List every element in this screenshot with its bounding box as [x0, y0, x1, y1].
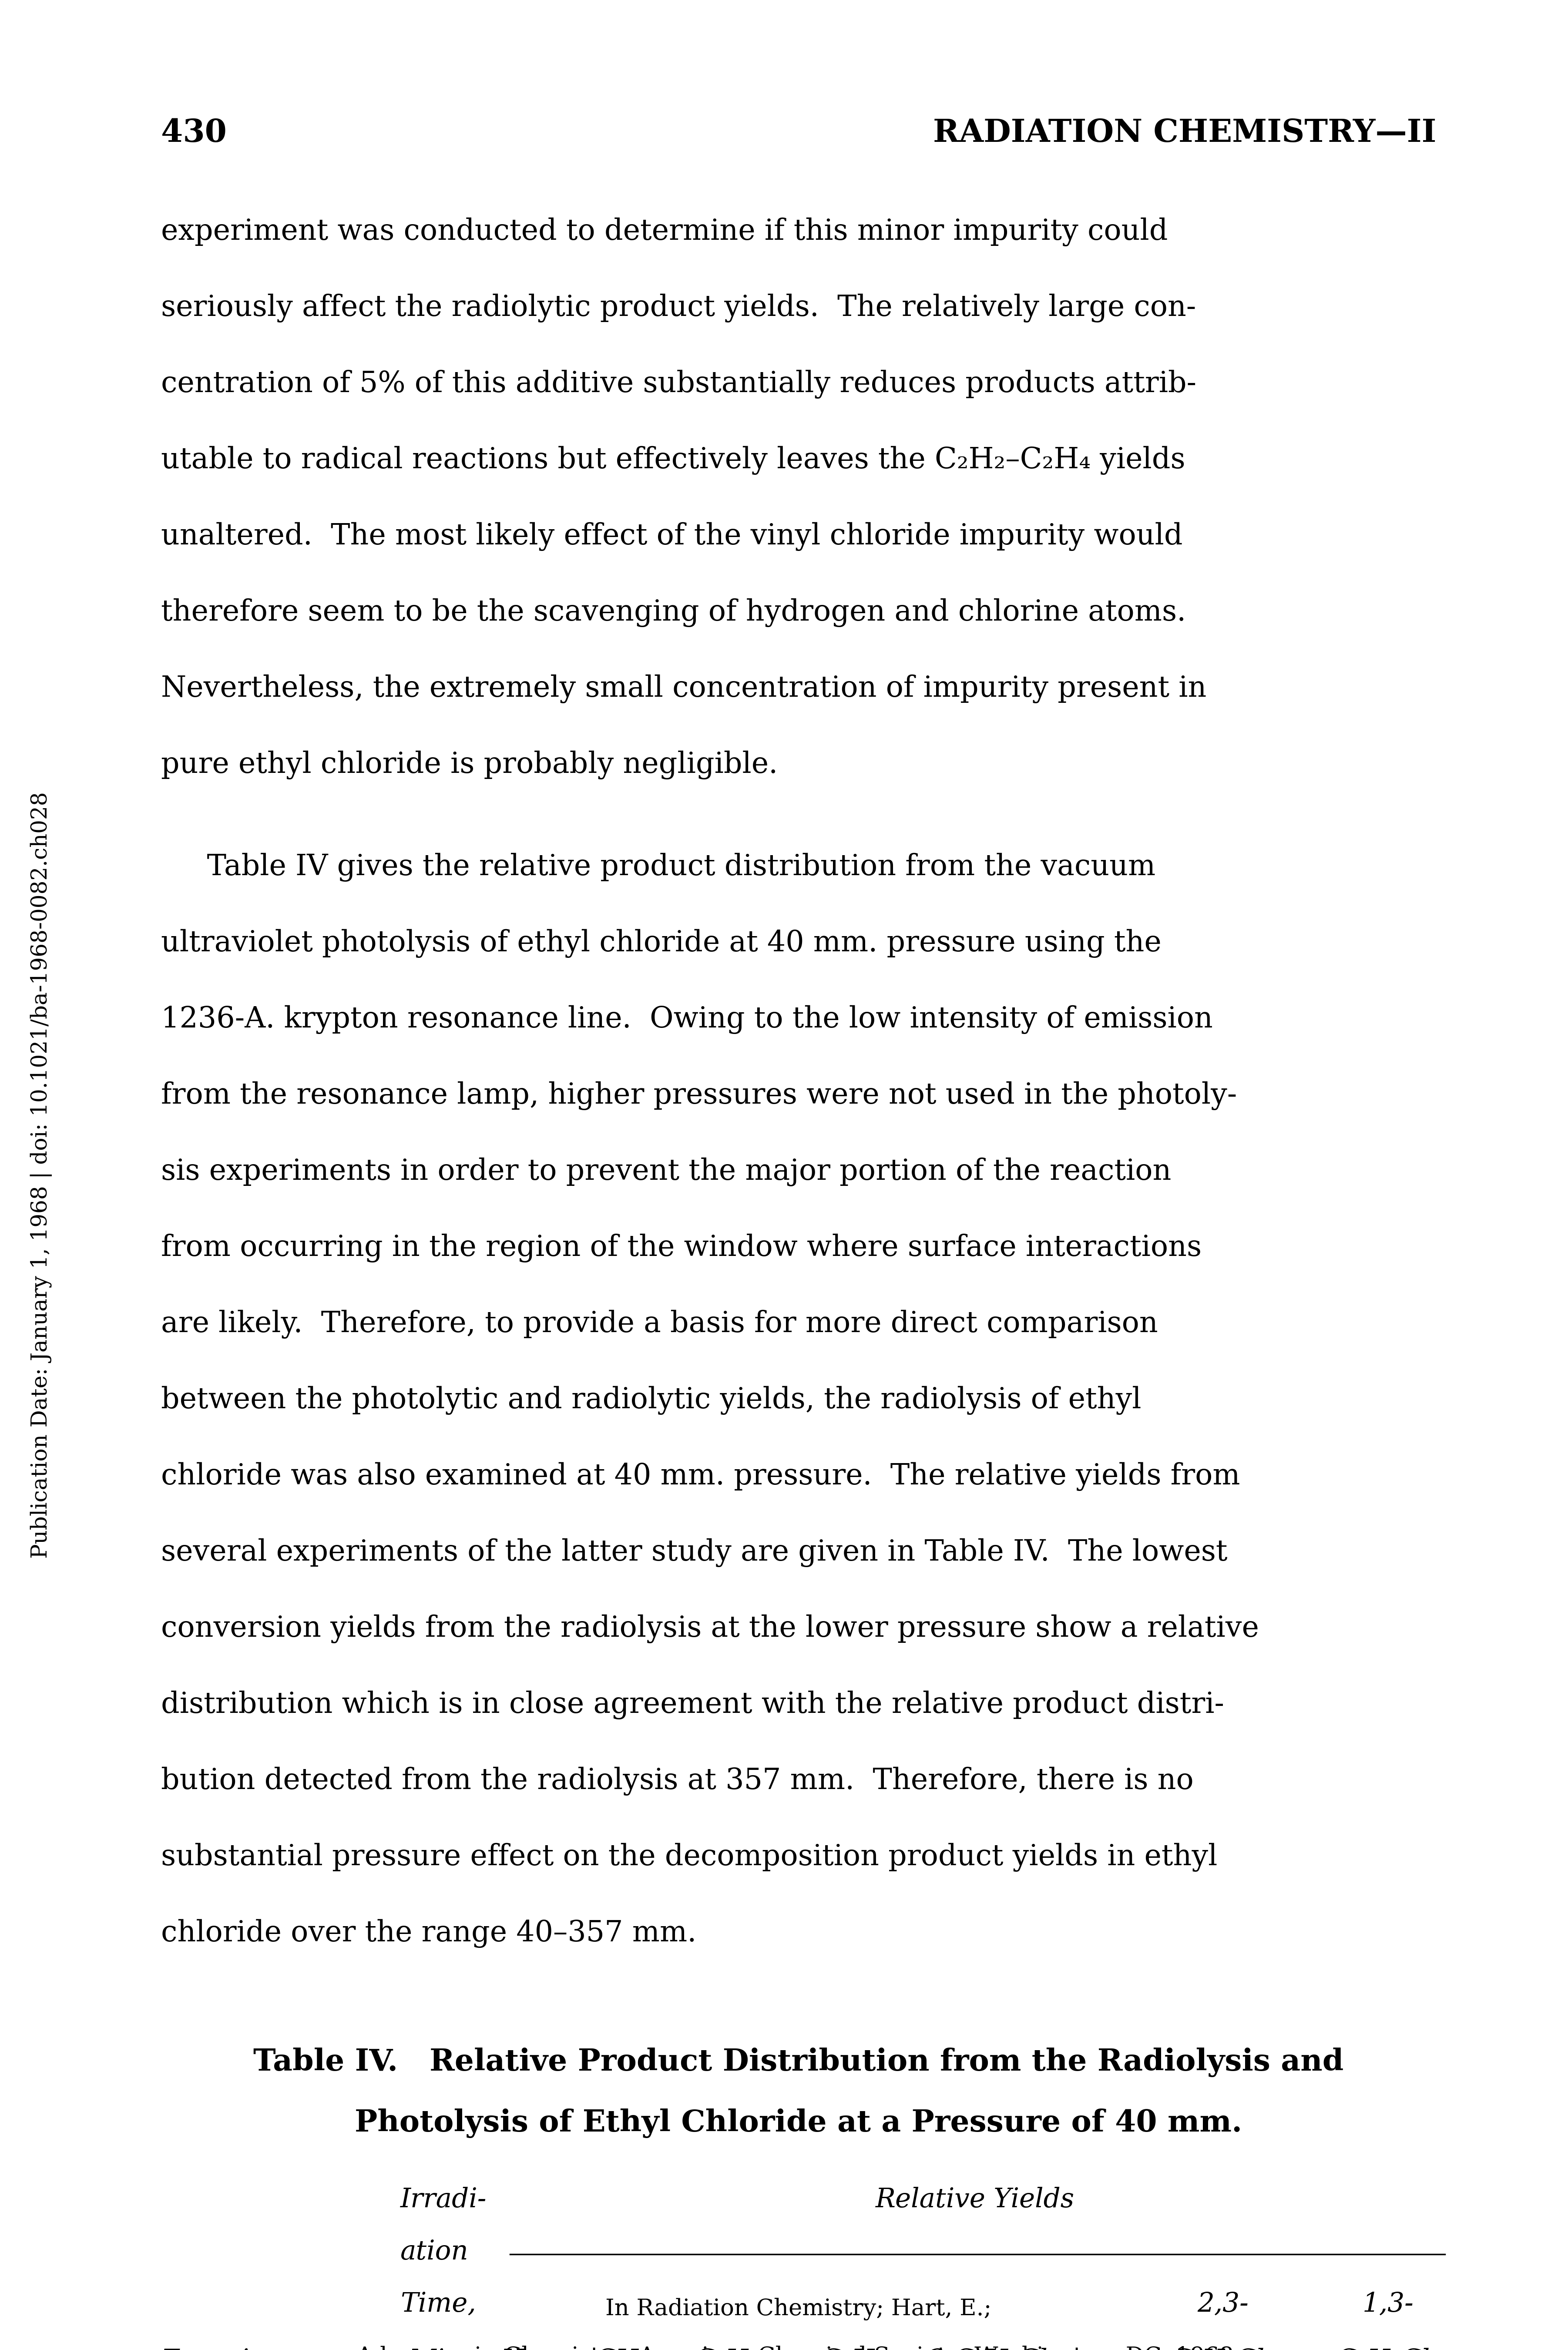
Text: pure ethyl chloride is probably negligible.: pure ethyl chloride is probably negligib… [162, 750, 778, 780]
Text: 1,3-: 1,3- [1363, 2291, 1414, 2317]
Text: Nevertheless, the extremely small concentration of impurity present in: Nevertheless, the extremely small concen… [162, 674, 1206, 703]
Text: Table IV.   Relative Product Distribution from the Radiolysis and: Table IV. Relative Product Distribution … [254, 2047, 1344, 2077]
Text: therefore seem to be the scavenging of hydrogen and chlorine atoms.: therefore seem to be the scavenging of h… [162, 599, 1185, 627]
Text: Time,: Time, [400, 2291, 477, 2317]
Text: RADIATION CHEMISTRY—II: RADIATION CHEMISTRY—II [933, 118, 1436, 148]
Text: seriously affect the radiolytic product yields.  The relatively large con-: seriously affect the radiolytic product … [162, 294, 1196, 322]
Text: are likely.  Therefore, to provide a basis for more direct comparison: are likely. Therefore, to provide a basi… [162, 1309, 1157, 1339]
Text: centration of 5% of this additive substantially reduces products attrib-: centration of 5% of this additive substa… [162, 369, 1196, 400]
Text: several experiments of the latter study are given in Table IV.  The lowest: several experiments of the latter study … [162, 1539, 1228, 1567]
Text: between the photolytic and radiolytic yields, the radiolysis of ethyl: between the photolytic and radiolytic yi… [162, 1386, 1142, 1415]
Text: ultraviolet photolysis of ethyl chloride at 40 mm. pressure using the: ultraviolet photolysis of ethyl chloride… [162, 928, 1162, 959]
Text: chloride over the range 40–357 mm.: chloride over the range 40–357 mm. [162, 1920, 696, 1948]
Text: In Radiation Chemistry; Hart, E.;: In Radiation Chemistry; Hart, E.; [605, 2298, 991, 2319]
Text: Relative Yields: Relative Yields [875, 2188, 1074, 2214]
Text: substantial pressure effect on the decomposition product yields in ethyl: substantial pressure effect on the decom… [162, 1842, 1217, 1873]
Text: from the resonance lamp, higher pressures were not used in the photoly-: from the resonance lamp, higher pressure… [162, 1081, 1237, 1109]
Text: from occurring in the region of the window where surface interactions: from occurring in the region of the wind… [162, 1234, 1201, 1262]
Text: distribution which is in close agreement with the relative product distri-: distribution which is in close agreement… [162, 1690, 1225, 1720]
Text: sis experiments in order to prevent the major portion of the reaction: sis experiments in order to prevent the … [162, 1159, 1171, 1187]
Text: Table IV gives the relative product distribution from the vacuum: Table IV gives the relative product dist… [162, 853, 1156, 881]
Text: 430: 430 [162, 118, 227, 148]
Text: ation: ation [400, 2240, 469, 2265]
Text: experiment was conducted to determine if this minor impurity could: experiment was conducted to determine if… [162, 219, 1168, 247]
Text: 2,3-: 2,3- [1198, 2291, 1248, 2317]
Text: Photolysis of Ethyl Chloride at a Pressure of 40 mm.: Photolysis of Ethyl Chloride at a Pressu… [354, 2108, 1242, 2138]
Text: Publication Date: January 1, 1968 | doi: 10.1021/ba-1968-0082.ch028: Publication Date: January 1, 1968 | doi:… [30, 792, 52, 1558]
Text: chloride was also examined at 40 mm. pressure.  The relative yields from: chloride was also examined at 40 mm. pre… [162, 1462, 1240, 1490]
Text: 1236-A. krypton resonance line.  Owing to the low intensity of emission: 1236-A. krypton resonance line. Owing to… [162, 1006, 1212, 1034]
Text: Irradi-: Irradi- [400, 2188, 486, 2214]
Text: conversion yields from the radiolysis at the lower pressure show a relative: conversion yields from the radiolysis at… [162, 1614, 1259, 1643]
Text: utable to radical reactions but effectively leaves the C₂H₂–C₂H₄ yields: utable to radical reactions but effectiv… [162, 446, 1185, 475]
Text: unaltered.  The most likely effect of the vinyl chloride impurity would: unaltered. The most likely effect of the… [162, 522, 1182, 550]
Text: bution detected from the radiolysis at 357 mm.  Therefore, there is no: bution detected from the radiolysis at 3… [162, 1767, 1193, 1795]
Text: Advances in Chemistry; American Chemical Society: Washington, DC, 1968.: Advances in Chemistry; American Chemical… [356, 2345, 1242, 2350]
